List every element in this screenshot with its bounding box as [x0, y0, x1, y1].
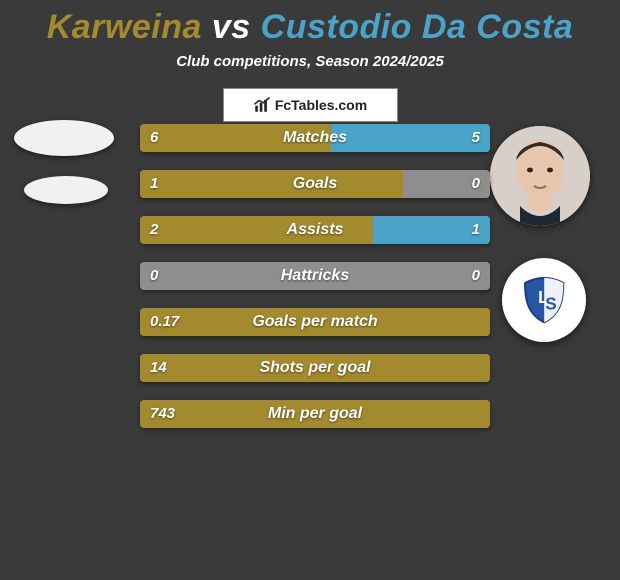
brand-chart-icon [253, 96, 271, 114]
stat-label: Goals per match [140, 308, 490, 336]
stat-row: 14Shots per goal [140, 354, 490, 382]
player2-name: Custodio Da Costa [261, 8, 574, 46]
player1-avatar-placeholder-2 [24, 176, 108, 204]
stats-container: 65Matches 10Goals 21Assists 00Hattricks 0.17… [140, 124, 490, 446]
stat-row: 10Goals [140, 170, 490, 198]
stat-row: 0.17Goals per match [140, 308, 490, 336]
stat-row: 00Hattricks [140, 262, 490, 290]
svg-text:S: S [545, 293, 556, 313]
subtitle: Club competitions, Season 2024/2025 [0, 53, 620, 70]
comparison-title: Karweina vs Custodio Da Costa [0, 0, 620, 47]
stat-label: Goals [140, 170, 490, 198]
stat-row: 21Assists [140, 216, 490, 244]
stat-row: 65Matches [140, 124, 490, 152]
player2-club-crest: L S [502, 258, 586, 342]
stat-label: Assists [140, 216, 490, 244]
stat-label: Shots per goal [140, 354, 490, 382]
brand-badge: FcTables.com [223, 88, 398, 122]
player2-avatar [490, 126, 590, 226]
stat-label: Matches [140, 124, 490, 152]
stat-label: Min per goal [140, 400, 490, 428]
brand-text: FcTables.com [275, 97, 367, 113]
player1-name: Karweina [47, 8, 202, 46]
player1-avatar-placeholder-1 [14, 120, 114, 156]
vs-text: vs [212, 8, 251, 46]
stat-row: 743Min per goal [140, 400, 490, 428]
stat-label: Hattricks [140, 262, 490, 290]
